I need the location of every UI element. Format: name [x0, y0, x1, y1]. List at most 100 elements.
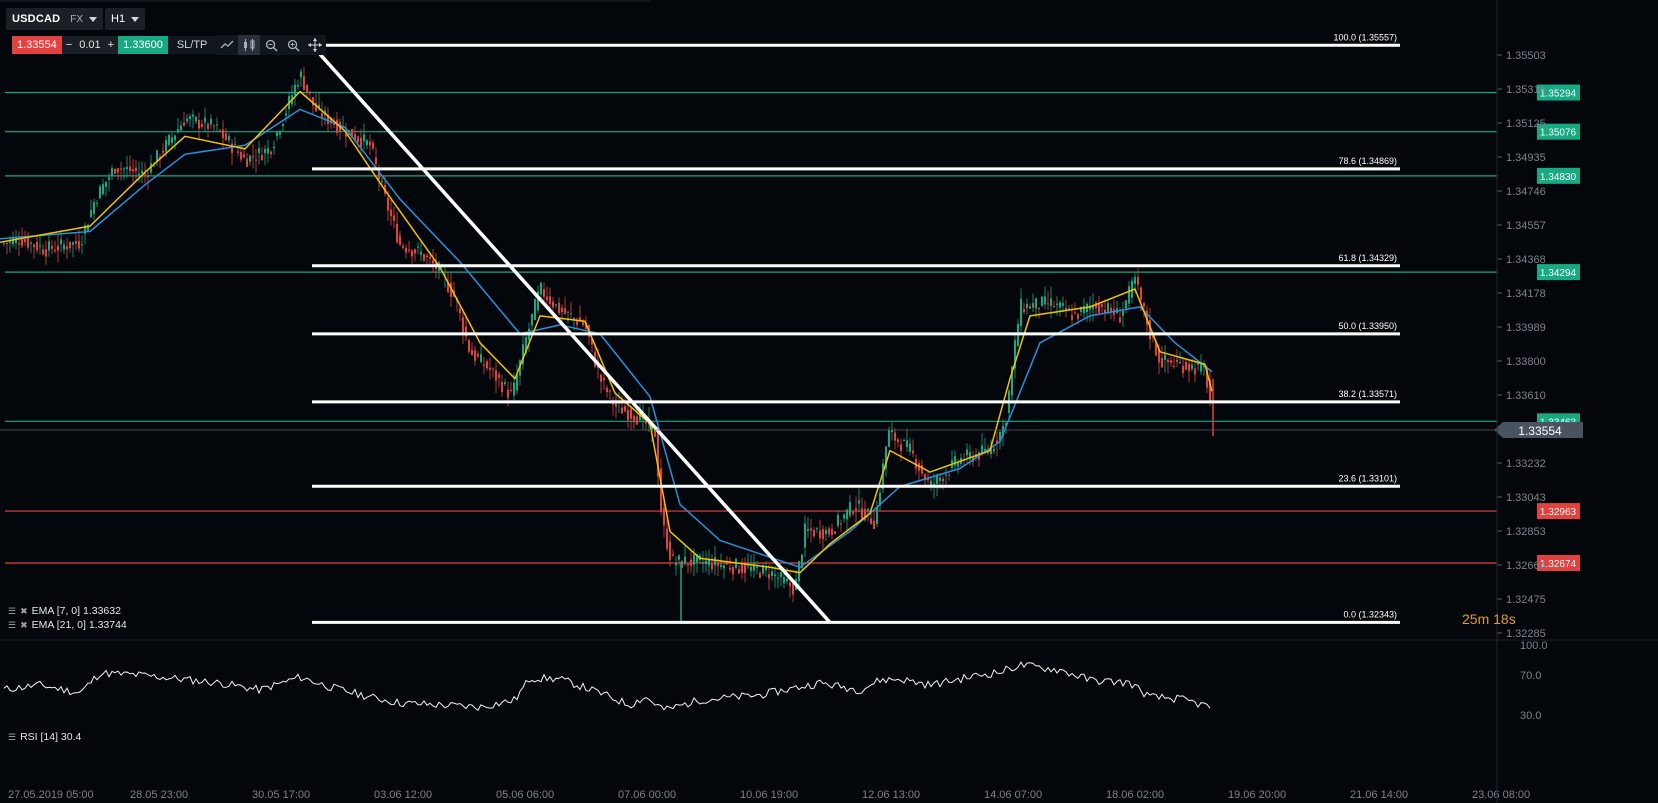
- zoom-out-icon[interactable]: [260, 35, 283, 55]
- level-tag[interactable]: [1537, 84, 1580, 101]
- lot-stepper[interactable]: − 0.01 +: [61, 36, 119, 54]
- fib-level-label: 23.6 (1.33101): [1338, 473, 1397, 483]
- level-tag[interactable]: [1537, 503, 1580, 520]
- candle-body: [1053, 306, 1055, 308]
- candle-body: [63, 244, 65, 250]
- candle-body: [486, 361, 488, 369]
- sell-button[interactable]: 1.33554: [12, 36, 62, 54]
- candle-body: [1140, 287, 1142, 300]
- level-tag-label: 1.34294: [1540, 268, 1577, 279]
- candle-body: [1080, 306, 1082, 313]
- candle-body: [294, 84, 296, 96]
- menu-icon[interactable]: ☰: [8, 605, 17, 616]
- zoom-in-icon[interactable]: [282, 35, 305, 55]
- candle-body: [1047, 303, 1049, 305]
- candle-body: [255, 159, 257, 161]
- current-price-label: 1.33554: [1518, 424, 1562, 438]
- decrease-lot-button[interactable]: −: [65, 39, 73, 51]
- candle-body: [30, 242, 32, 244]
- candle-body: [654, 427, 656, 437]
- increase-lot-button[interactable]: +: [107, 39, 115, 51]
- timeframe-selector[interactable]: H1: [105, 8, 146, 30]
- candle-body: [228, 136, 230, 141]
- candle-body: [243, 154, 245, 158]
- buy-button[interactable]: 1.33600: [118, 36, 168, 54]
- candle-body: [879, 492, 881, 506]
- candle-body: [36, 241, 38, 251]
- candle-body: [987, 451, 989, 454]
- candle-body: [1104, 309, 1106, 314]
- fib-level-label: 0.0 (1.32343): [1343, 609, 1397, 619]
- candle-body: [378, 168, 380, 180]
- candle-body: [336, 119, 338, 134]
- candle-body: [723, 565, 725, 569]
- candle-body: [705, 560, 707, 565]
- candle-body: [1119, 317, 1121, 323]
- candle-body: [1038, 307, 1040, 309]
- candle-body: [561, 307, 563, 313]
- candle-body: [807, 528, 809, 531]
- level-tag[interactable]: [1537, 554, 1580, 571]
- level-tag[interactable]: [1537, 123, 1580, 140]
- sltp-button[interactable]: SL/TP: [167, 36, 217, 54]
- candle-body: [1134, 277, 1136, 284]
- candle-body: [102, 184, 104, 195]
- candle-body: [1188, 363, 1190, 372]
- rsi-tick-label: 70.0: [1520, 670, 1541, 682]
- candle-body: [369, 141, 371, 146]
- pan-icon[interactable]: [304, 35, 327, 55]
- candles-icon[interactable]: [238, 35, 261, 55]
- candle-body: [231, 143, 233, 153]
- candle-body: [1197, 363, 1199, 365]
- price-tick-label: 1.34178: [1506, 288, 1546, 300]
- candle-body: [897, 439, 899, 443]
- candle-body: [969, 452, 971, 459]
- candle-body: [792, 583, 794, 595]
- menu-icon[interactable]: ☰: [8, 731, 17, 742]
- candle-body: [636, 416, 638, 425]
- candle-body: [675, 563, 677, 566]
- candle-body: [954, 456, 956, 466]
- candle-body: [1014, 340, 1016, 369]
- price-axis: 1.35503 1.35314 1.35125 1.34935 1.34746 1.345…: [1494, 50, 1583, 640]
- price-tick-label: 1.32853: [1506, 526, 1546, 538]
- trend-line-segment[interactable]: [310, 44, 832, 624]
- trend-line: [310, 44, 832, 624]
- close-icon[interactable]: ✖: [20, 605, 28, 616]
- candle-body: [783, 576, 785, 584]
- level-tag[interactable]: [1537, 264, 1580, 281]
- level-tag[interactable]: [1537, 167, 1580, 184]
- menu-icon[interactable]: ☰: [8, 619, 17, 630]
- candle-body: [270, 151, 272, 155]
- candle-body: [132, 169, 134, 172]
- time-tick-label: 30.05 17:00: [252, 789, 310, 801]
- candle-body: [717, 563, 719, 566]
- price-tick-label: 1.32664: [1506, 560, 1546, 572]
- candle-body: [267, 148, 269, 154]
- candle-body: [315, 103, 317, 112]
- candle-body: [207, 123, 209, 129]
- candle-body: [1152, 335, 1154, 338]
- candle-body: [660, 468, 662, 512]
- candle-body: [417, 246, 419, 248]
- candle-body: [156, 150, 158, 162]
- candle-body: [45, 249, 47, 257]
- symbol-selector[interactable]: USDCAD FX: [6, 8, 104, 30]
- candle-body: [42, 249, 44, 255]
- close-icon[interactable]: ✖: [20, 619, 28, 630]
- candle-body: [816, 528, 818, 530]
- candle-body: [1209, 379, 1211, 402]
- candle-body: [9, 239, 11, 243]
- lot-value[interactable]: 0.01: [79, 39, 101, 51]
- candle-body: [447, 282, 449, 292]
- candle-body: [996, 440, 998, 445]
- line-chart-icon[interactable]: [216, 35, 239, 55]
- candle-body: [498, 374, 500, 378]
- candle-body: [1083, 306, 1085, 314]
- candle-body: [777, 578, 779, 580]
- candle-body: [153, 165, 155, 167]
- candle-body: [387, 197, 389, 211]
- level-tag-label: 1.32963: [1540, 507, 1577, 518]
- candle-body: [360, 137, 362, 148]
